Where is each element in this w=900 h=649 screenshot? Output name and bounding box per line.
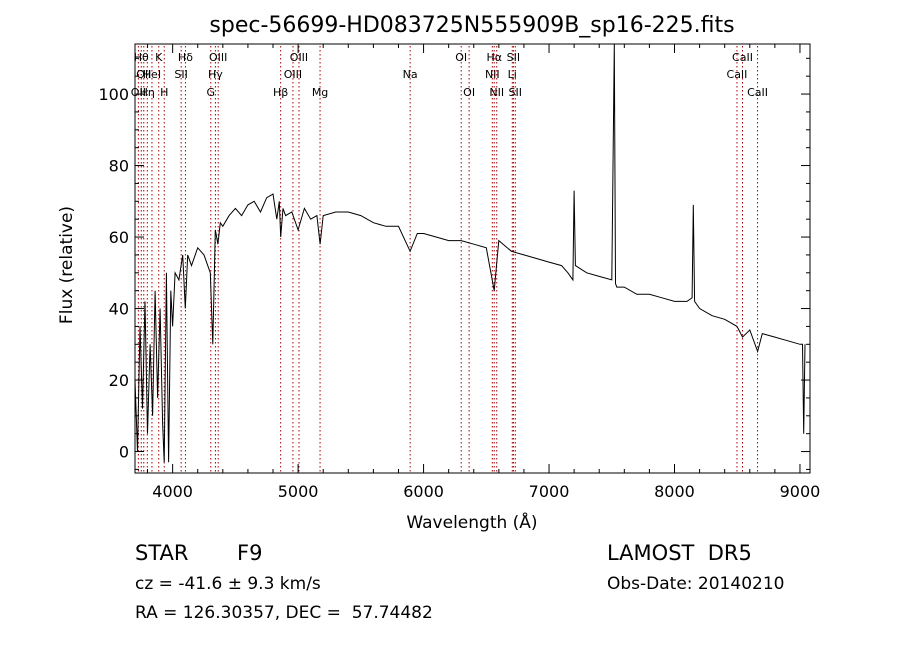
line-label: Mg: [312, 86, 328, 99]
line-label: Na: [403, 68, 418, 81]
line-label: NII: [485, 68, 500, 81]
y-tick-label: 100: [98, 85, 129, 104]
line-label: OIII: [284, 68, 302, 81]
sky-coordinates: RA = 126.30357, DEC = 57.74482: [135, 603, 433, 623]
object-class: STAR: [135, 541, 189, 565]
spectral-subclass: F9: [237, 541, 263, 565]
x-tick-label: 4000: [152, 482, 193, 501]
line-label: SII: [174, 68, 187, 81]
chart-title: spec-56699-HD083725N555909B_sp16-225.fit…: [209, 13, 734, 38]
plot-frame: [134, 43, 811, 474]
y-tick-label: 60: [109, 228, 129, 247]
line-label: Hγ: [208, 68, 223, 81]
x-tick-label: 6000: [403, 482, 444, 501]
line-label: K: [155, 51, 163, 64]
y-tick-label: 80: [109, 157, 129, 176]
line-label: HeI: [143, 68, 161, 81]
x-tick-label: 7000: [529, 482, 570, 501]
line-label: OI: [463, 86, 475, 99]
line-label: OI: [455, 51, 467, 64]
line-label: CaII: [732, 51, 753, 64]
y-tick-label: 40: [109, 300, 129, 319]
spectral-line-markers: [137, 46, 759, 473]
x-axis: 4000 5000 6000 7000 8000 9000: [147, 44, 821, 501]
line-label: SII: [509, 86, 522, 99]
y-axis-label: Flux (relative): [57, 206, 77, 324]
line-label: OIII: [290, 51, 308, 64]
line-label: OII: [136, 68, 151, 81]
line-label: Hβ: [273, 86, 288, 99]
line-label: NII: [489, 86, 504, 99]
line-label: Hη: [140, 86, 155, 99]
line-label: H: [160, 86, 168, 99]
line-label: Hα: [486, 51, 502, 64]
x-tick-label: 8000: [654, 482, 695, 501]
line-label: OIII: [209, 51, 227, 64]
x-axis-label: Wavelength (Å): [406, 511, 537, 533]
redshift-velocity: cz = -41.6 ± 9.3 km/s: [135, 574, 321, 594]
spectrum-line: [134, 43, 806, 463]
y-tick-label: 0: [119, 443, 129, 462]
observation-date: Obs-Date: 20140210: [607, 574, 785, 594]
x-tick-label: 5000: [278, 482, 319, 501]
survey-release: LAMOST DR5: [607, 541, 752, 565]
y-tick-label: 20: [109, 371, 129, 390]
line-label: Li: [508, 68, 517, 81]
line-label: Hδ: [178, 51, 193, 64]
x-tick-label: 9000: [780, 482, 821, 501]
line-label: Hθ: [134, 51, 149, 64]
line-label: CaII: [727, 68, 748, 81]
spectral-line-labels: HθOIIOIIHηHeIKHSIIHδGHγOIIIHβOIIIOIIIMgN…: [131, 51, 768, 99]
y-axis: 0 20 40 60 80 100: [98, 57, 810, 470]
line-label: CaII: [747, 86, 768, 99]
line-label: G: [207, 86, 216, 99]
line-label: SII: [507, 51, 520, 64]
